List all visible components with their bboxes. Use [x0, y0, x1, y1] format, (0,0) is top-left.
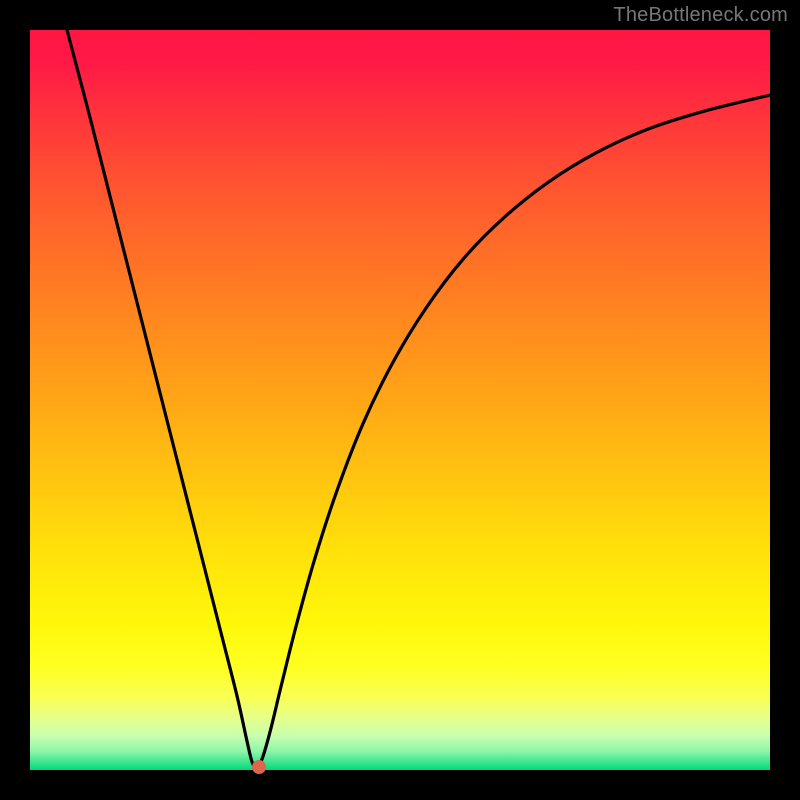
minimum-marker — [252, 760, 266, 774]
bottleneck-curve — [30, 30, 770, 770]
plot-area — [30, 30, 770, 770]
watermark-text: TheBottleneck.com — [613, 4, 788, 27]
